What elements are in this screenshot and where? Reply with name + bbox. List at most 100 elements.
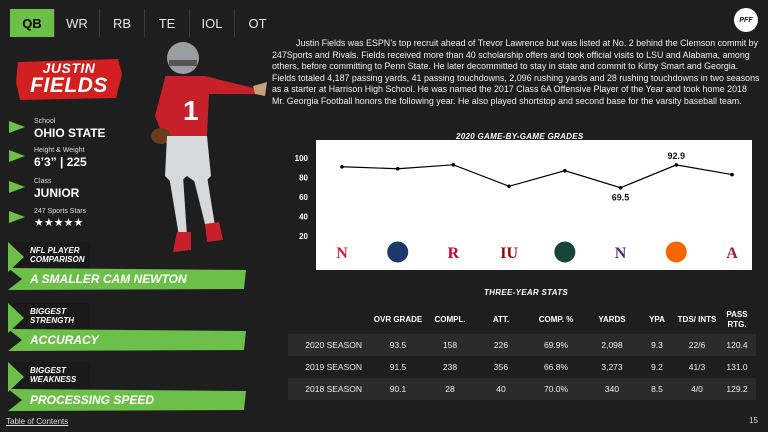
- y-tick-label: 100: [295, 154, 309, 163]
- table-cell: 226: [476, 334, 526, 356]
- info-label: Class: [34, 178, 52, 185]
- table-header-row: OVR GRADE COMPL. ATT. COMP. % YARDS YPA …: [288, 306, 756, 334]
- svg-text:A: A: [726, 245, 738, 262]
- table-cell: 90.1: [372, 378, 424, 400]
- arrow-icon: [9, 211, 25, 223]
- svg-text:1: 1: [183, 95, 199, 126]
- series-line: [341, 164, 733, 189]
- table-cell: 9.2: [651, 362, 663, 372]
- player-name: JUSTIN FIELDS: [14, 56, 124, 102]
- comparison-value: A SMALLER CAM NEWTON: [8, 268, 246, 290]
- position-tabs: QB WR RB TE IOL OT: [10, 9, 280, 37]
- table-cell: 41/3: [688, 362, 706, 372]
- table-cell: 158: [424, 334, 476, 356]
- stats-table: OVR GRADE COMPL. ATT. COMP. % YARDS YPA …: [288, 306, 756, 400]
- player-photo: 1: [151, 42, 267, 252]
- info-label: Height & Weight: [34, 147, 85, 154]
- strength-value: ACCURACY: [8, 329, 246, 351]
- brush-stroke: [8, 389, 246, 411]
- table-header: COMP. %: [538, 315, 574, 324]
- table-cell: 2018 SEASON: [288, 378, 372, 400]
- brush-stroke: [8, 268, 246, 290]
- table-cell: 69.9%: [526, 334, 586, 356]
- table-cell: 356: [493, 362, 509, 372]
- data-point: [507, 184, 511, 189]
- data-point: [563, 168, 567, 173]
- info-label: 247 Sports Stars: [34, 208, 87, 215]
- info-label: School: [34, 118, 56, 125]
- table-cell: 8.5: [638, 378, 676, 400]
- info-value: ★★★★★: [34, 217, 84, 229]
- data-point: [395, 166, 400, 171]
- table-row: 2019 SEASON 91.5 238 356 66.8% 3,273 9.2…: [288, 356, 756, 378]
- table-cell: 2020 SEASON: [288, 334, 372, 356]
- table-cell: 22/6: [676, 334, 718, 356]
- tab-ot[interactable]: OT: [248, 15, 267, 31]
- table-cell: 120.4: [718, 334, 756, 356]
- indiana-logo: IU: [500, 245, 518, 262]
- info-value: JUNIOR: [34, 186, 80, 200]
- table-cell: 91.5: [389, 362, 407, 372]
- svg-text:N: N: [336, 245, 348, 262]
- brush-stroke: [16, 59, 122, 100]
- table-cell: 93.5: [372, 334, 424, 356]
- michigan-state-logo: [554, 241, 576, 263]
- tab-iol[interactable]: IOL: [190, 9, 235, 37]
- table-header: TDS/ INTS: [677, 315, 717, 324]
- brush-stroke: [8, 329, 246, 351]
- svg-text:IU: IU: [500, 245, 518, 262]
- table-of-contents-link[interactable]: Table of Contents: [6, 417, 69, 426]
- alabama-logo: A: [726, 245, 738, 262]
- arrow-icon: [9, 181, 25, 193]
- svg-text:R: R: [448, 245, 460, 262]
- table-cell: 2,098: [586, 334, 638, 356]
- penn-state-logo: [387, 241, 409, 263]
- weakness-label: BIGGEST WEAKNESS: [8, 362, 90, 392]
- table-row: 2020 SEASON 93.5 158 226 69.9% 2,098 9.3…: [288, 334, 756, 356]
- weakness-value: PROCESSING SPEED: [8, 389, 246, 411]
- data-label: 69.5: [612, 193, 630, 203]
- data-point: [340, 164, 344, 169]
- tab-qb[interactable]: QB: [10, 9, 55, 37]
- player-bio: Justin Fields was ESPN’s top recruit ahe…: [272, 38, 760, 106]
- green-chevron-icon: [8, 242, 24, 272]
- y-tick-label: 20: [299, 232, 308, 241]
- stats-title: THREE-YEAR STATS: [484, 288, 569, 297]
- table-header: [288, 306, 372, 334]
- table-header: YPA: [649, 315, 665, 324]
- player-last-name: FIELDS: [30, 74, 108, 97]
- svg-text:N: N: [615, 245, 627, 262]
- chart-title: 2020 GAME-BY-GAME GRADES: [456, 132, 584, 141]
- table-cell: 131.0: [726, 362, 748, 372]
- table-cell: 66.8%: [543, 362, 569, 372]
- data-point: [618, 185, 623, 190]
- tab-te[interactable]: TE: [145, 9, 190, 37]
- green-chevron-icon: [8, 362, 24, 392]
- arrow-icon: [9, 150, 25, 162]
- tab-wr[interactable]: WR: [55, 9, 100, 37]
- northwestern-logo: N: [615, 245, 627, 262]
- table-cell: 129.2: [718, 378, 756, 400]
- data-point: [674, 163, 679, 167]
- tab-rb[interactable]: RB: [100, 9, 145, 37]
- table-cell: 40: [476, 378, 526, 400]
- table-cell: 2019 SEASON: [305, 362, 362, 372]
- data-point: [451, 163, 456, 167]
- green-chevron-icon: [8, 303, 24, 333]
- clemson-logo: [665, 241, 687, 263]
- comparison-label: NFL PLAYER COMPARISON: [8, 242, 90, 272]
- table-header: YARDS: [598, 315, 626, 324]
- table-cell: 28: [424, 378, 476, 400]
- game-grades-chart: 100 80 60 40 20 69.5 92.9 N R IU N A: [295, 140, 752, 270]
- nebraska-logo: N: [336, 245, 348, 262]
- table-cell: 4/0: [676, 378, 718, 400]
- table-cell: 238: [442, 362, 458, 372]
- table-header: PASS RTG.: [726, 310, 748, 329]
- y-tick-label: 40: [299, 213, 308, 222]
- y-tick-label: 80: [299, 174, 308, 183]
- info-value: 6’3” | 225: [34, 155, 87, 169]
- data-label: 92.9: [668, 151, 686, 161]
- table-header: OVR GRADE: [373, 315, 423, 324]
- table-cell: 70.0%: [526, 378, 586, 400]
- pff-logo: PFF: [734, 8, 758, 32]
